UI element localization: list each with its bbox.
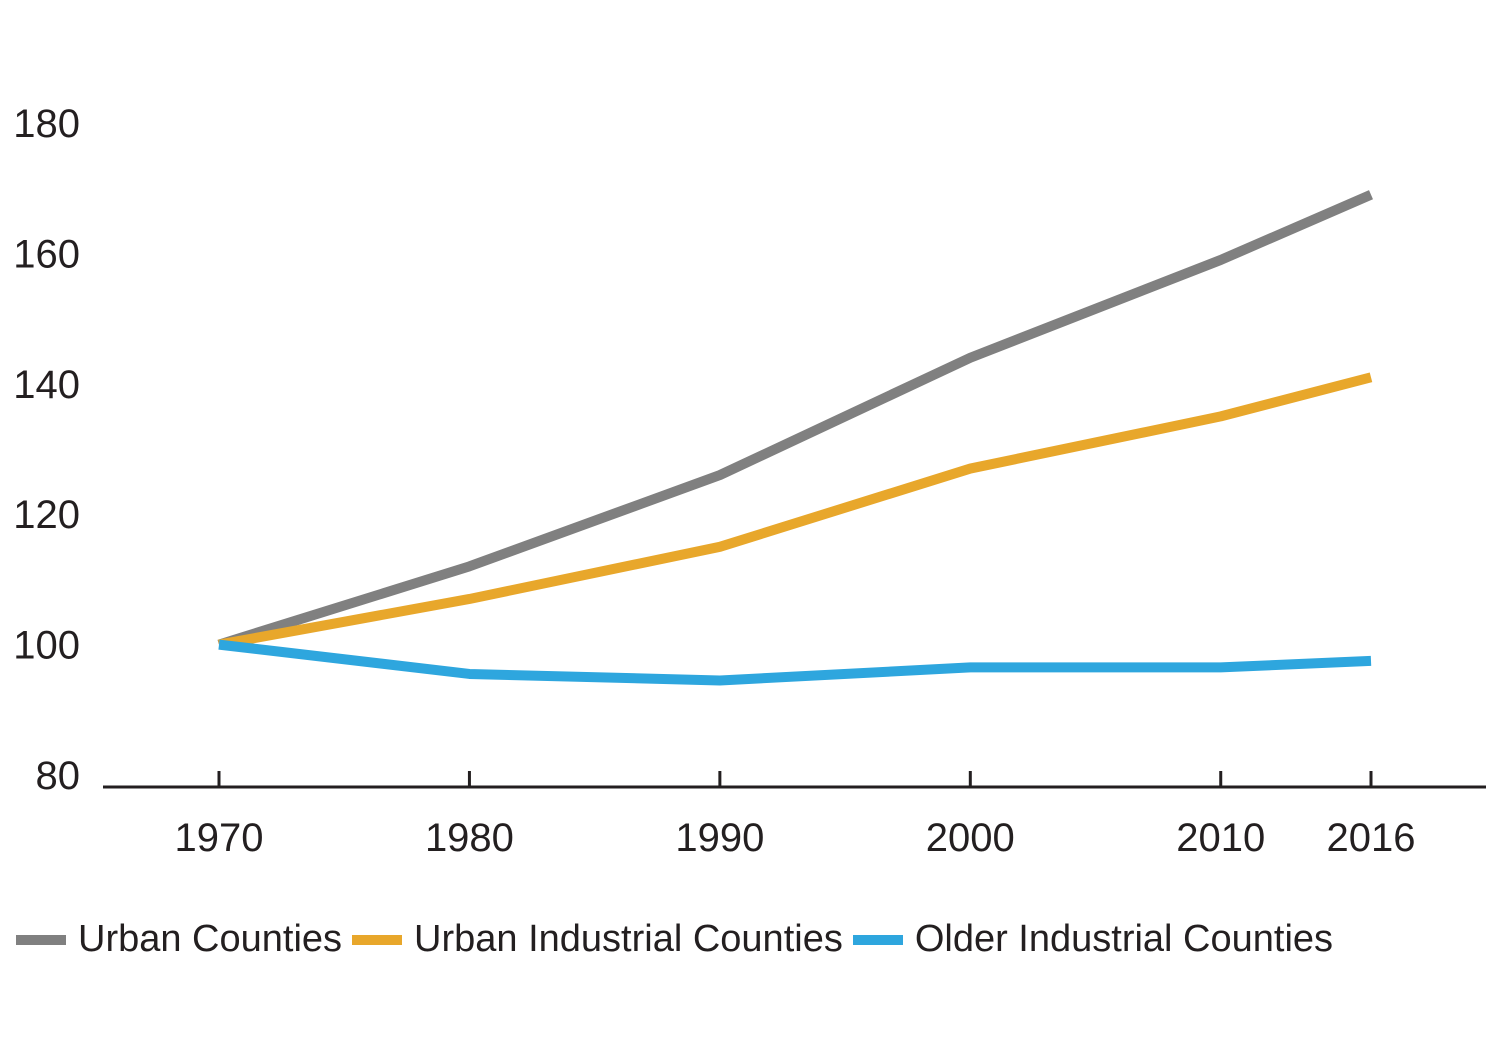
x-tick-label: 2010 xyxy=(1176,816,1265,860)
series-line-urban-counties xyxy=(217,190,1373,650)
legend-swatch xyxy=(852,934,903,945)
y-tick-label: 180 xyxy=(13,102,80,146)
series-line-urban-industrial-counties xyxy=(218,372,1373,650)
x-tick-label: 1990 xyxy=(675,816,764,860)
x-tick-label: 2000 xyxy=(926,816,1015,860)
legend-swatch xyxy=(16,934,66,945)
legend-item: Older Industrial Counties xyxy=(852,918,1334,961)
y-tick-label: 140 xyxy=(13,363,80,407)
y-tick-label: 100 xyxy=(13,624,80,668)
series-lines xyxy=(217,190,1373,686)
legend-label: Urban Industrial Counties xyxy=(414,918,843,960)
legend-label: Older Industrial Counties xyxy=(914,918,1334,960)
line-chart: 80 100 120 140 160 180 1970 1980 1990 2000 2010 20… xyxy=(13,102,1486,860)
series-line-older-industrial-counties xyxy=(218,639,1372,686)
x-axis: 1970 1980 1990 2000 2010 2016 xyxy=(103,771,1486,860)
legend-item: Urban Counties xyxy=(16,918,342,961)
y-tick-label: 120 xyxy=(13,493,80,537)
legend: Urban Counties Urban Industrial Counties O… xyxy=(16,918,1343,961)
x-tick-label: 1970 xyxy=(175,816,264,860)
legend-label: Urban Counties xyxy=(78,918,343,960)
x-tick-label: 2016 xyxy=(1327,816,1416,860)
legend-item: Urban Industrial Counties xyxy=(352,918,843,961)
y-tick-label: 80 xyxy=(36,754,81,798)
y-tick-label: 160 xyxy=(13,232,80,276)
legend-swatch xyxy=(352,934,403,945)
y-axis: 80 100 120 140 160 180 xyxy=(13,102,80,798)
x-tick-label: 1980 xyxy=(425,816,514,860)
